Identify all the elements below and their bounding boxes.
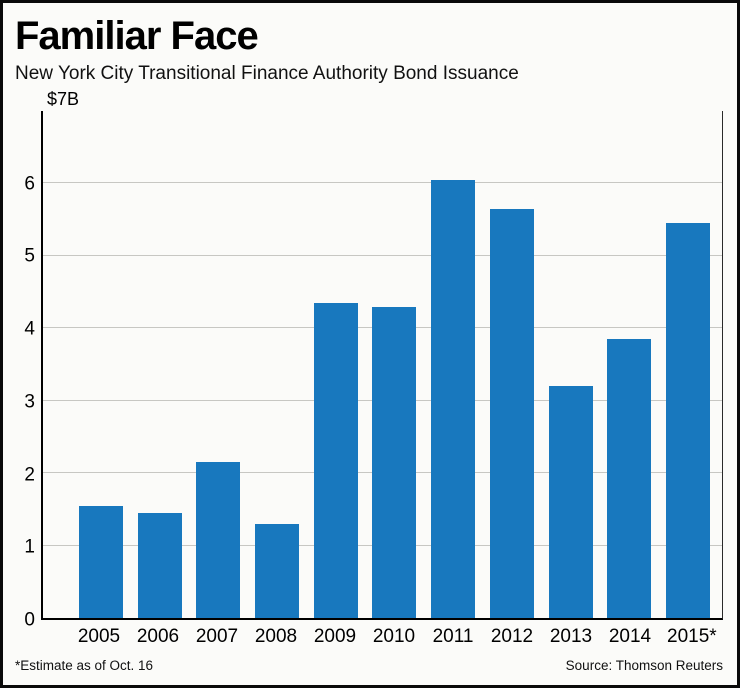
bar-2006 [137,512,182,618]
footnote-text: *Estimate as of Oct. 16 [15,658,154,673]
bar-2009 [313,302,358,618]
bar-2008 [255,523,300,618]
x-tick-label-2013: 2013 [549,626,593,647]
gridline-6 [43,182,722,184]
x-axis-labels: 2005 2006 2007 2008 2009 2010 2011 2012 2013 2014… [41,620,723,654]
y-tick-label-0: 0 [24,609,35,631]
bar-2011 [431,179,476,618]
chart-title: Familiar Face [15,14,259,58]
bar-2015* [665,223,710,618]
x-tick-label-2014: 2014 [608,626,652,647]
source-text: Source: Thomson Reuters [565,658,723,673]
bar-2013 [548,386,593,618]
x-tick-label-2011: 2011 [432,626,474,647]
bar-2010 [372,306,417,618]
x-tick-label-2010: 2010 [372,626,416,647]
bar-2007 [196,462,241,618]
chart-body: 0 1 2 3 4 5 6 $7B 2005 2006 2007 2008 2009 2010 2011… [15,89,723,654]
x-tick-label-2008: 2008 [254,626,298,647]
bar-2014 [607,339,652,618]
y-axis-top-label: $7B [47,89,80,109]
chart-subtitle: New York City Transitional Finance Autho… [15,63,519,84]
chart-footer: *Estimate as of Oct. 16 Source: Thomson … [15,658,723,675]
y-tick-label-2: 2 [24,464,35,486]
x-tick-label-2006: 2006 [136,626,180,647]
y-tick-label-5: 5 [24,245,35,267]
y-tick-label-3: 3 [24,391,35,413]
x-tick-label-2015*: 2015* [667,626,717,647]
bar-2012 [489,208,534,618]
bars [43,111,722,618]
y-axis-labels: 0 1 2 3 4 5 6 [15,111,41,629]
bar-2005 [79,505,123,618]
x-tick-label-2009: 2009 [313,626,357,647]
x-tick-label-2007: 2007 [195,626,239,647]
y-tick-label-6: 6 [24,173,35,195]
x-tick-label-2005: 2005 [77,626,121,647]
plot-area: $7B [41,89,723,620]
x-tick-label-2012: 2012 [490,626,534,647]
plot-column: $7B 2005 2006 2007 2008 2009 2010 2011 2012 2013… [41,89,723,654]
gridline-5 [43,254,722,256]
y-tick-label-1: 1 [24,536,35,558]
y-tick-label-4: 4 [24,318,35,340]
